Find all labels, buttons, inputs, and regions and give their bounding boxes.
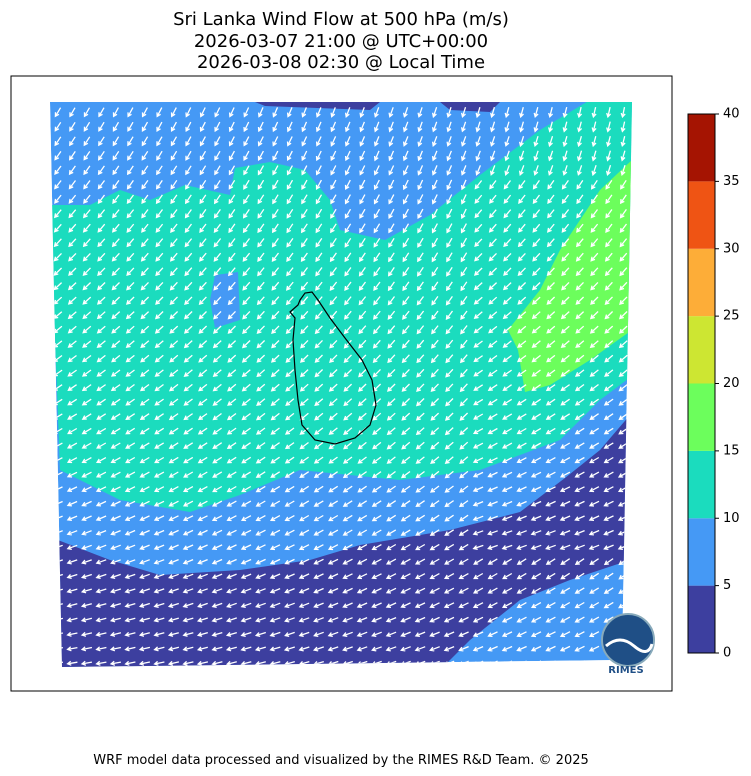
- speed-area: [255, 102, 500, 112]
- sri-lanka-outline: [289, 291, 377, 445]
- colorbar-tick-label: 0: [723, 646, 731, 661]
- logo: RIMES: [601, 613, 655, 676]
- colorbar-bin: [688, 248, 715, 317]
- colorbar-bin: [688, 518, 715, 586]
- colorbar-tick-label: 35: [723, 174, 740, 189]
- colorbar-bin: [688, 181, 715, 249]
- colorbar-bin: [688, 316, 715, 384]
- wind-map: [50, 102, 632, 667]
- title-line: Sri Lanka Wind Flow at 500 hPa (m/s): [173, 9, 509, 30]
- colorbar-bin: [688, 585, 715, 653]
- colorbar-bin: [688, 450, 715, 519]
- colorbar: 0 5 10 15 20 25 30 35 40: [687, 107, 740, 661]
- colorbar-tick-label: 30: [723, 241, 740, 256]
- colorbar-tick-label: 40: [723, 107, 740, 122]
- map-frame: [10, 75, 673, 692]
- colorbar-tick-label: 10: [723, 511, 740, 526]
- colorbar-tick-label: 25: [723, 309, 740, 324]
- title-line: 2026-03-08 02:30 @ Local Time: [197, 52, 485, 73]
- title-line: 2026-03-07 21:00 @ UTC+00:00: [194, 31, 488, 52]
- colorbar-bin: [688, 383, 715, 451]
- colorbar-tick-label: 15: [723, 443, 740, 458]
- colorbar-tick-label: 5: [723, 578, 731, 593]
- speed-area: [210, 272, 240, 328]
- logo-wave: [605, 638, 654, 653]
- colorbar-tick-label: 20: [723, 376, 740, 391]
- logo-emblem: [601, 613, 655, 667]
- speed-area: [508, 160, 632, 392]
- footer: WRF model data processed and visualized …: [93, 753, 589, 768]
- logo-text: RIMES: [608, 665, 643, 676]
- speed-area: [50, 102, 632, 512]
- colorbar-bin: [688, 114, 715, 182]
